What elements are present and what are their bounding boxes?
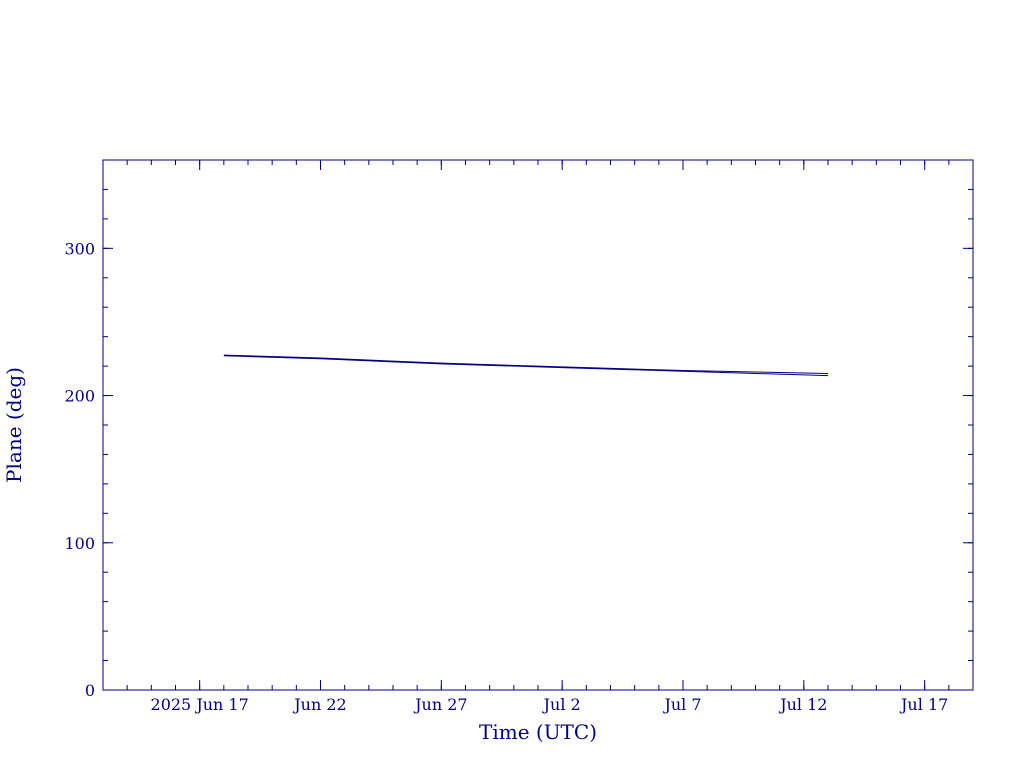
x-tick-label: Jul 2 xyxy=(542,695,581,714)
x-tick-labels: 2025 Jun 17 Jun 22 Jun 27 Jul 2 Jul 7 Jul 12 J… xyxy=(151,695,949,714)
y-tick-label: 100 xyxy=(64,534,95,553)
x-minor-ticks xyxy=(126,160,950,690)
series-group xyxy=(223,354,829,377)
x-tick-label: Jul 17 xyxy=(899,695,948,714)
y-tick-label: 0 xyxy=(85,681,95,700)
x-tick-label: Jul 12 xyxy=(778,695,827,714)
x-axis-label: Time (UTC) xyxy=(479,720,597,744)
x-major-ticks xyxy=(199,160,926,690)
plot-frame xyxy=(102,159,974,691)
x-tick-label: Jun 22 xyxy=(292,695,346,714)
y-major-ticks xyxy=(103,247,973,691)
y-tick-label: 200 xyxy=(64,387,95,406)
series-line xyxy=(223,355,829,377)
x-tick-label: Jun 27 xyxy=(413,695,467,714)
y-tick-label: 300 xyxy=(64,239,95,258)
y-tick-labels: 0 100 200 300 xyxy=(64,239,95,700)
x-tick-label: 2025 Jun 17 xyxy=(151,695,249,714)
x-tick-label: Jul 7 xyxy=(662,695,701,714)
y-axis-label: Plane (deg) xyxy=(2,367,26,483)
y-minor-ticks xyxy=(103,188,973,662)
series-line xyxy=(223,354,829,374)
